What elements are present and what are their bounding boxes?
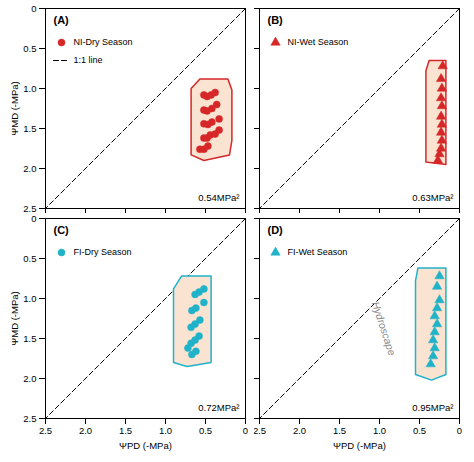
- svg-text:1.5: 1.5: [23, 123, 36, 134]
- svg-text:0: 0: [31, 213, 36, 224]
- svg-text:1:1 line: 1:1 line: [74, 55, 103, 65]
- svg-text:0: 0: [243, 425, 248, 436]
- svg-text:ΨMD (-MPa): ΨMD (-MPa): [9, 291, 20, 345]
- svg-text:ΨPD (-MPa): ΨPD (-MPa): [333, 440, 386, 451]
- svg-text:0.54MPa²: 0.54MPa²: [198, 192, 239, 203]
- svg-text:0.95MPa²: 0.95MPa²: [412, 402, 453, 413]
- svg-text:Hydroscape: Hydroscape: [369, 300, 398, 357]
- svg-text:0.63MPa²: 0.63MPa²: [412, 192, 453, 203]
- svg-text:FI-Wet Season: FI-Wet Season: [287, 247, 347, 257]
- svg-text:(D): (D): [267, 224, 283, 236]
- svg-text:0.72MPa²: 0.72MPa²: [198, 402, 239, 413]
- svg-text:NI-Wet Season: NI-Wet Season: [287, 37, 348, 47]
- svg-text:0.5: 0.5: [412, 425, 425, 436]
- svg-text:ΨMD (-MPa): ΨMD (-MPa): [9, 81, 20, 135]
- svg-text:1.0: 1.0: [23, 293, 36, 304]
- svg-text:FI-Dry Season: FI-Dry Season: [74, 247, 132, 257]
- svg-text:1.5: 1.5: [23, 333, 36, 344]
- svg-text:(B): (B): [267, 14, 283, 26]
- svg-text:1.5: 1.5: [332, 425, 345, 436]
- svg-text:(C): (C): [54, 224, 70, 236]
- svg-text:0.5: 0.5: [23, 253, 36, 264]
- svg-text:0.5: 0.5: [199, 425, 212, 436]
- svg-text:1.0: 1.0: [372, 425, 385, 436]
- svg-text:2.5: 2.5: [39, 425, 52, 436]
- svg-text:NI-Dry Season: NI-Dry Season: [74, 37, 133, 47]
- svg-text:2.0: 2.0: [292, 425, 305, 436]
- svg-text:2.0: 2.0: [23, 373, 36, 384]
- svg-text:0.5: 0.5: [23, 43, 36, 54]
- svg-text:2.0: 2.0: [79, 425, 92, 436]
- svg-text:1.5: 1.5: [119, 425, 132, 436]
- svg-text:0: 0: [31, 3, 36, 14]
- svg-text:ΨPD (-MPa): ΨPD (-MPa): [119, 440, 172, 451]
- svg-text:1.0: 1.0: [159, 425, 172, 436]
- svg-text:2.5: 2.5: [254, 425, 266, 436]
- svg-text:2.5: 2.5: [23, 203, 36, 213]
- svg-text:1.0: 1.0: [23, 83, 36, 94]
- svg-text:2.0: 2.0: [23, 163, 36, 174]
- svg-text:(A): (A): [54, 14, 70, 26]
- svg-text:0: 0: [456, 425, 461, 436]
- svg-text:2.5: 2.5: [23, 413, 36, 424]
